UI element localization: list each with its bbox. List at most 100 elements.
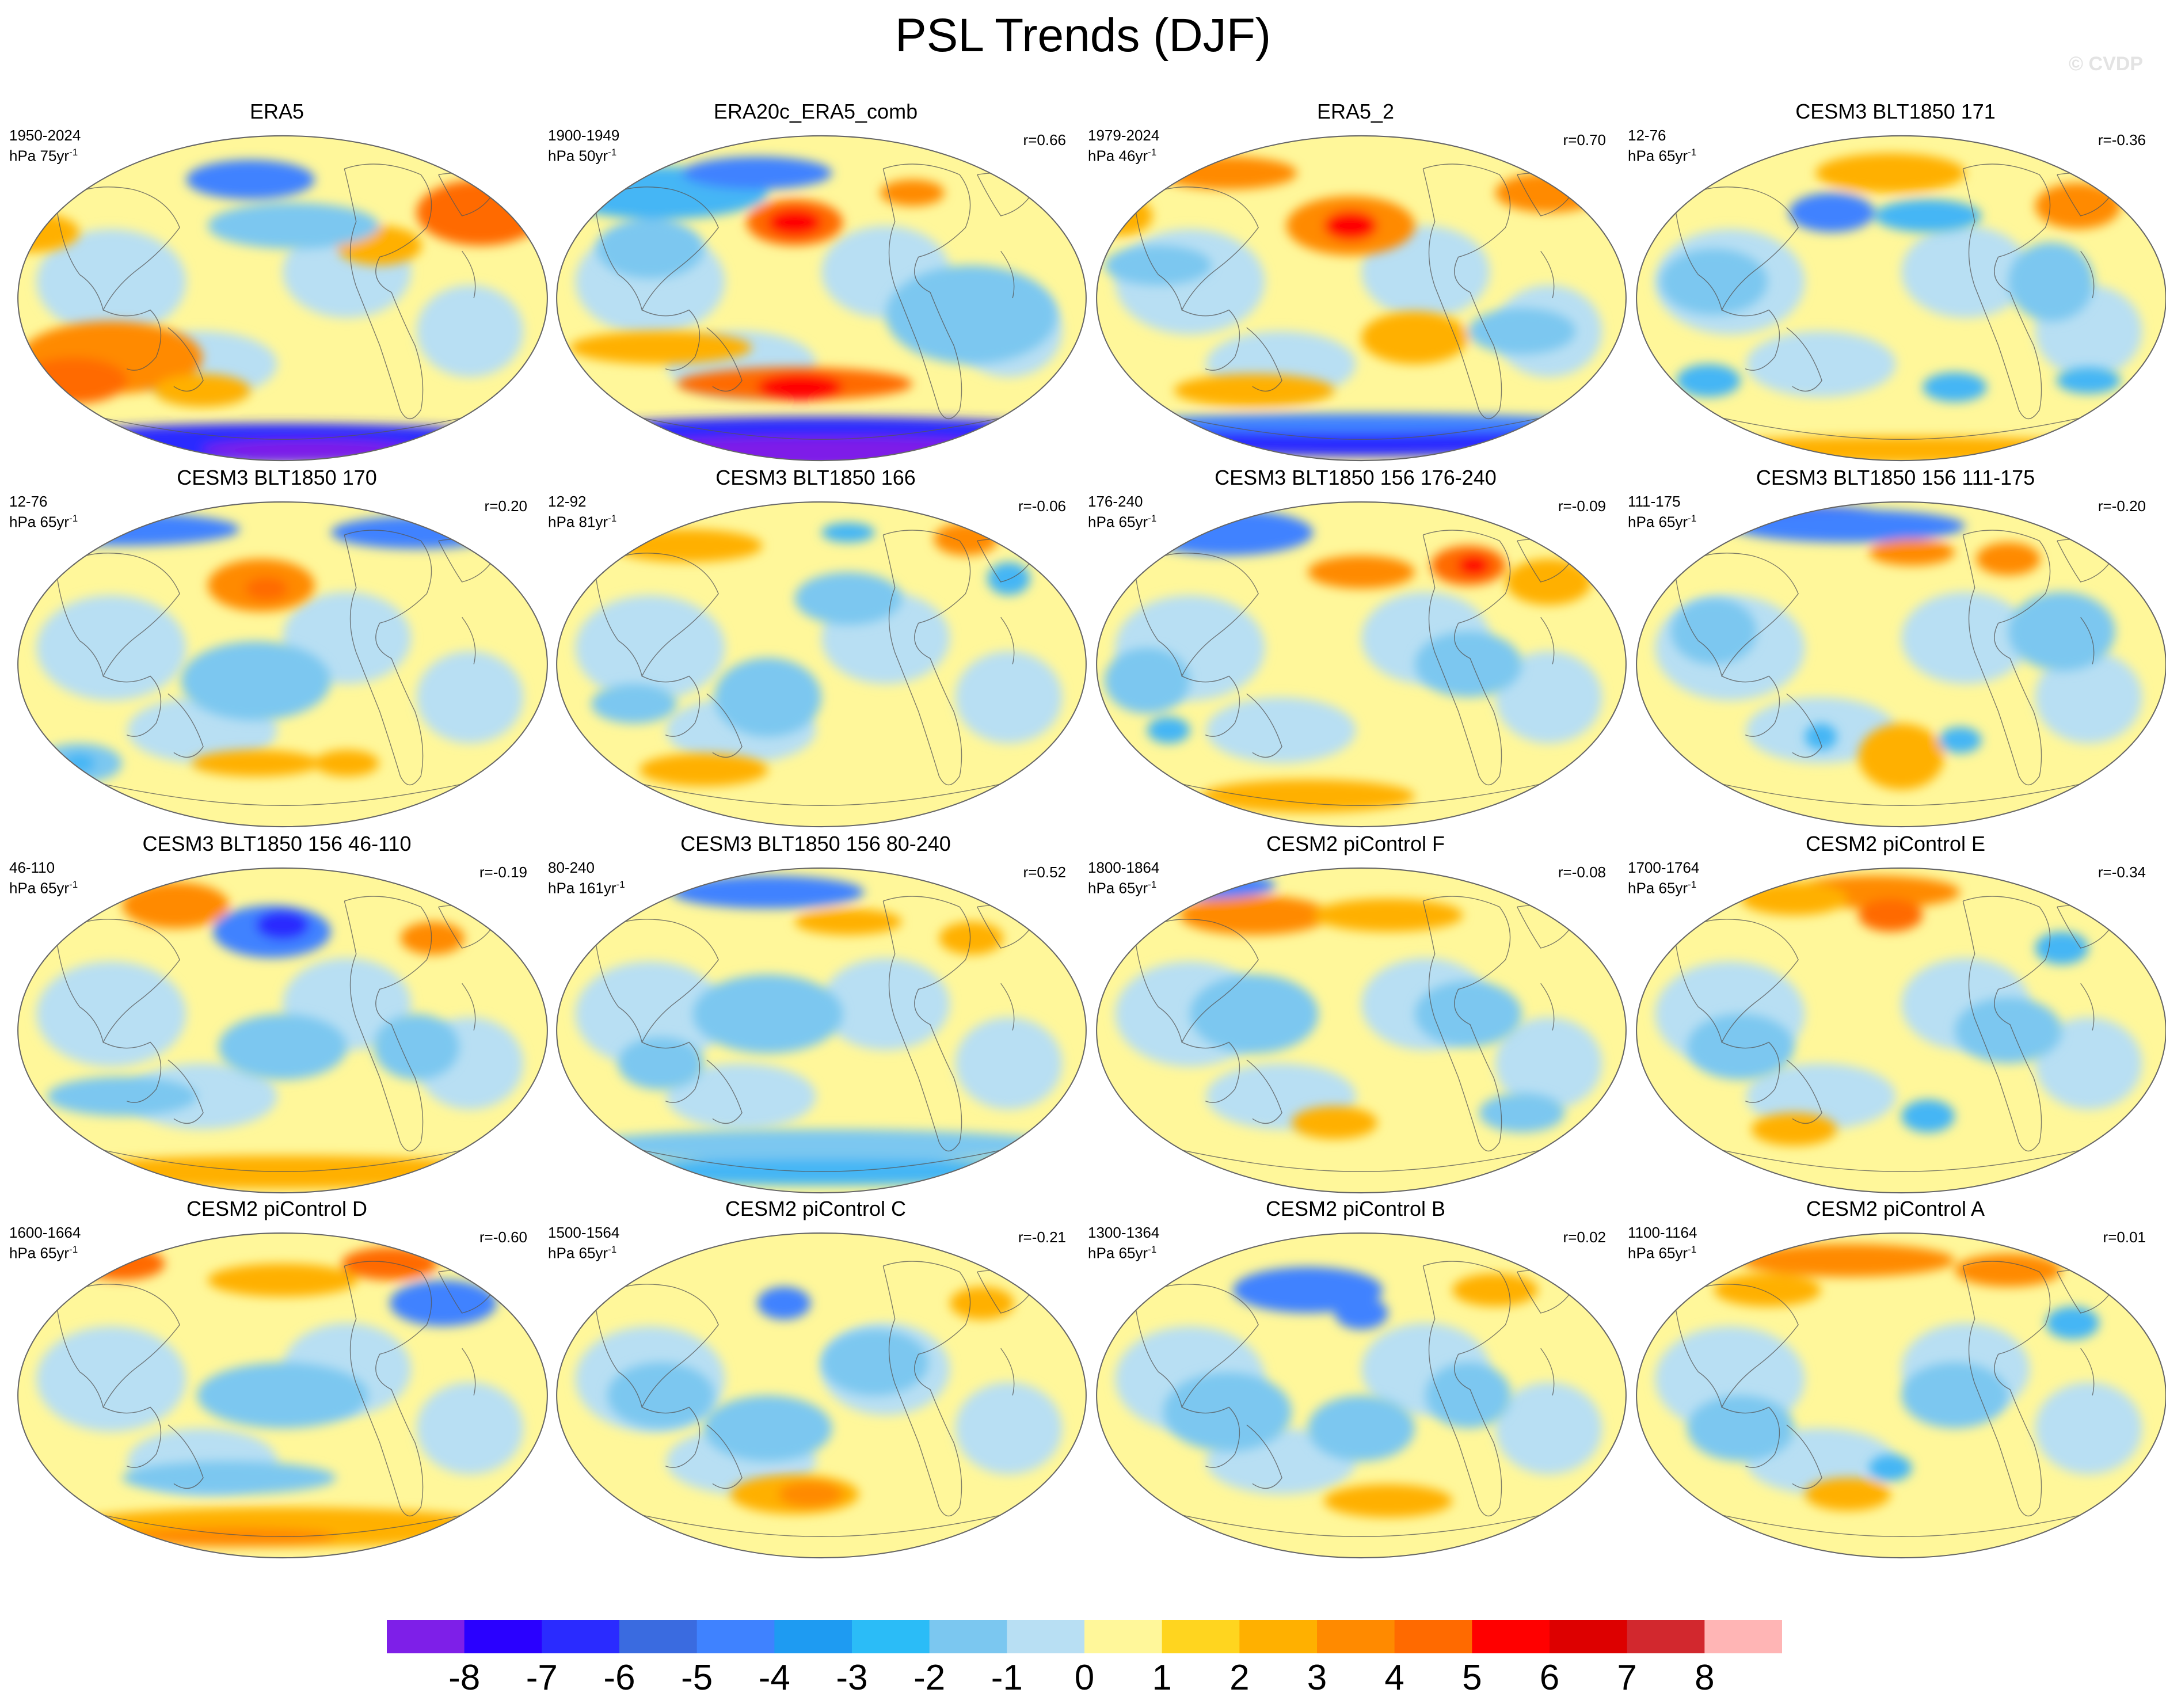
panel-units-text: hPa 75yr [9, 147, 70, 165]
panel-units-text: hPa 81yr [548, 513, 608, 531]
colorbar-swatch [852, 1620, 930, 1653]
panel-units-text: hPa 65yr [9, 513, 70, 531]
anomaly-region [591, 684, 677, 724]
anomaly-region [1687, 1395, 1794, 1462]
anomaly-region [400, 922, 465, 955]
anomaly-region [1788, 192, 1875, 233]
panel-title: CESM3 BLT1850 166 [715, 466, 916, 489]
coastlines [1134, 163, 1577, 440]
panel-correlation: r=0.01 [2103, 1228, 2146, 1246]
anomaly-region [2035, 182, 2121, 229]
panel-units-exponent: -1 [608, 513, 617, 524]
anomaly-region [794, 572, 902, 625]
anomaly-region [575, 961, 725, 1067]
anomaly-region [692, 974, 843, 1054]
panel-period: 1800-1864 [1088, 859, 1160, 876]
anomaly-region [186, 159, 315, 200]
anomaly-region [416, 1382, 524, 1475]
anomaly-region [821, 522, 875, 543]
map-panel: CESM2 piControl E 1700-1764 hPa 65yr-1 r=-0… [1628, 831, 2166, 1200]
anomaly-region [575, 595, 725, 701]
anomaly-region [202, 440, 417, 460]
trend-map [556, 501, 1087, 828]
anomaly-region [1746, 331, 1896, 397]
colorbar-swatch [1084, 1620, 1163, 1653]
panel-correlation: r=-0.06 [1018, 497, 1066, 515]
panel-period: 12-92 [548, 493, 587, 510]
colorbar-tick-label: 1 [1152, 1658, 1172, 1698]
colorbar-swatch [1239, 1620, 1318, 1653]
panel-units: hPa 65yr-1 [9, 510, 78, 531]
trend-map [1096, 1232, 1627, 1559]
panel-title: CESM2 piControl D [186, 1197, 368, 1220]
page-title: PSL Trends (DJF) [894, 9, 1272, 62]
coastlines [55, 896, 498, 1172]
colorbar-swatch [1007, 1620, 1085, 1653]
map-panel: CESM3 BLT1850 156 176-240 176-240 hPa 65yr… [1088, 465, 1627, 834]
panel-title: CESM3 BLT1850 156 176-240 [1215, 466, 1497, 489]
anomaly-region [1671, 598, 1757, 664]
anomaly-region [821, 958, 950, 1051]
panel-units-exponent: -1 [1688, 147, 1697, 158]
anomaly-region [207, 1264, 358, 1297]
panel-correlation: r=-0.09 [1558, 497, 1606, 515]
colorbar-swatch [1550, 1620, 1628, 1653]
panel-units-text: hPa 50yr [548, 147, 608, 165]
map-panel: ERA20c_ERA5_comb 1900-1949 hPa 50yr-1 r=0.6… [548, 99, 1087, 467]
panel-correlation: r=0.52 [1023, 863, 1066, 881]
anomaly-region [1495, 173, 1602, 213]
anomaly-region [666, 1063, 816, 1129]
anomaly-region [36, 961, 186, 1067]
anomaly-region [1495, 1017, 1602, 1110]
anomaly-region [950, 1287, 1014, 1320]
panel-title: ERA5 [249, 100, 304, 123]
panel-period: 1500-1564 [548, 1224, 620, 1241]
anomaly-region [1901, 1362, 2008, 1429]
anomaly-region [1179, 895, 1330, 935]
map-panel: ERA5 1950-2024 hPa 75yr-1 [9, 99, 548, 467]
panel-units-text: hPa 65yr [1628, 513, 1688, 531]
anomaly-region [36, 229, 186, 334]
anomaly-region [1125, 872, 1276, 899]
anomaly-region [1313, 899, 1463, 932]
panel-units: hPa 65yr-1 [1088, 1241, 1156, 1262]
panel-correlation: r=-0.08 [1558, 863, 1606, 881]
panel-units-text: hPa 65yr [1088, 879, 1148, 897]
panel-title: CESM3 BLT1850 156 111-175 [1756, 466, 2035, 489]
colorbar-tick-label: -2 [913, 1658, 946, 1698]
panel-period: 12-76 [1628, 127, 1666, 144]
trend-map [17, 135, 548, 462]
anomaly-region [1415, 631, 1522, 698]
colorbar-swatch [696, 1620, 775, 1653]
colorbar-tick-label: 4 [1384, 1658, 1404, 1698]
panel-units: hPa 161yr-1 [548, 876, 625, 897]
map-panel: CESM3 BLT1850 156 46-110 46-110 hPa 65yr-1… [9, 831, 548, 1200]
anomaly-region [1158, 156, 1297, 190]
anomaly-region [416, 179, 545, 246]
panel-units-text: hPa 65yr [1628, 1244, 1688, 1262]
anomaly-region [416, 651, 524, 744]
anomaly-region [36, 595, 186, 701]
anomaly-region [1361, 311, 1468, 364]
anomaly-region [1805, 724, 1837, 750]
panel-period: 1950-2024 [9, 127, 81, 144]
anomaly-region [2035, 1382, 2142, 1475]
anomaly-region [575, 1159, 1068, 1185]
colorbar-tick-label: -8 [448, 1658, 481, 1698]
panel-correlation: r=-0.19 [479, 863, 527, 881]
anomaly-region [1457, 556, 1490, 576]
trend-map [1636, 501, 2166, 828]
colorbar-tick-label: 8 [1695, 1658, 1715, 1698]
panel-period: 176-240 [1088, 493, 1143, 510]
anomaly-region [1923, 372, 1987, 402]
anomaly-region [1901, 1100, 1955, 1133]
trend-map [1096, 135, 1627, 462]
panel-units-text: hPa 65yr [548, 1244, 608, 1262]
anomaly-region [885, 265, 1057, 364]
colorbar-swatch [387, 1620, 465, 1653]
map-panel: CESM2 piControl C 1500-1564 hPa 65yr-1 r=-0… [548, 1196, 1087, 1565]
anomaly-region [714, 657, 821, 737]
map-panel: CESM2 piControl D 1600-1664 hPa 65yr-1 r=-0… [9, 1196, 548, 1565]
anomaly-region [1741, 882, 1848, 915]
panel-title: ERA20c_ERA5_comb [713, 100, 918, 123]
